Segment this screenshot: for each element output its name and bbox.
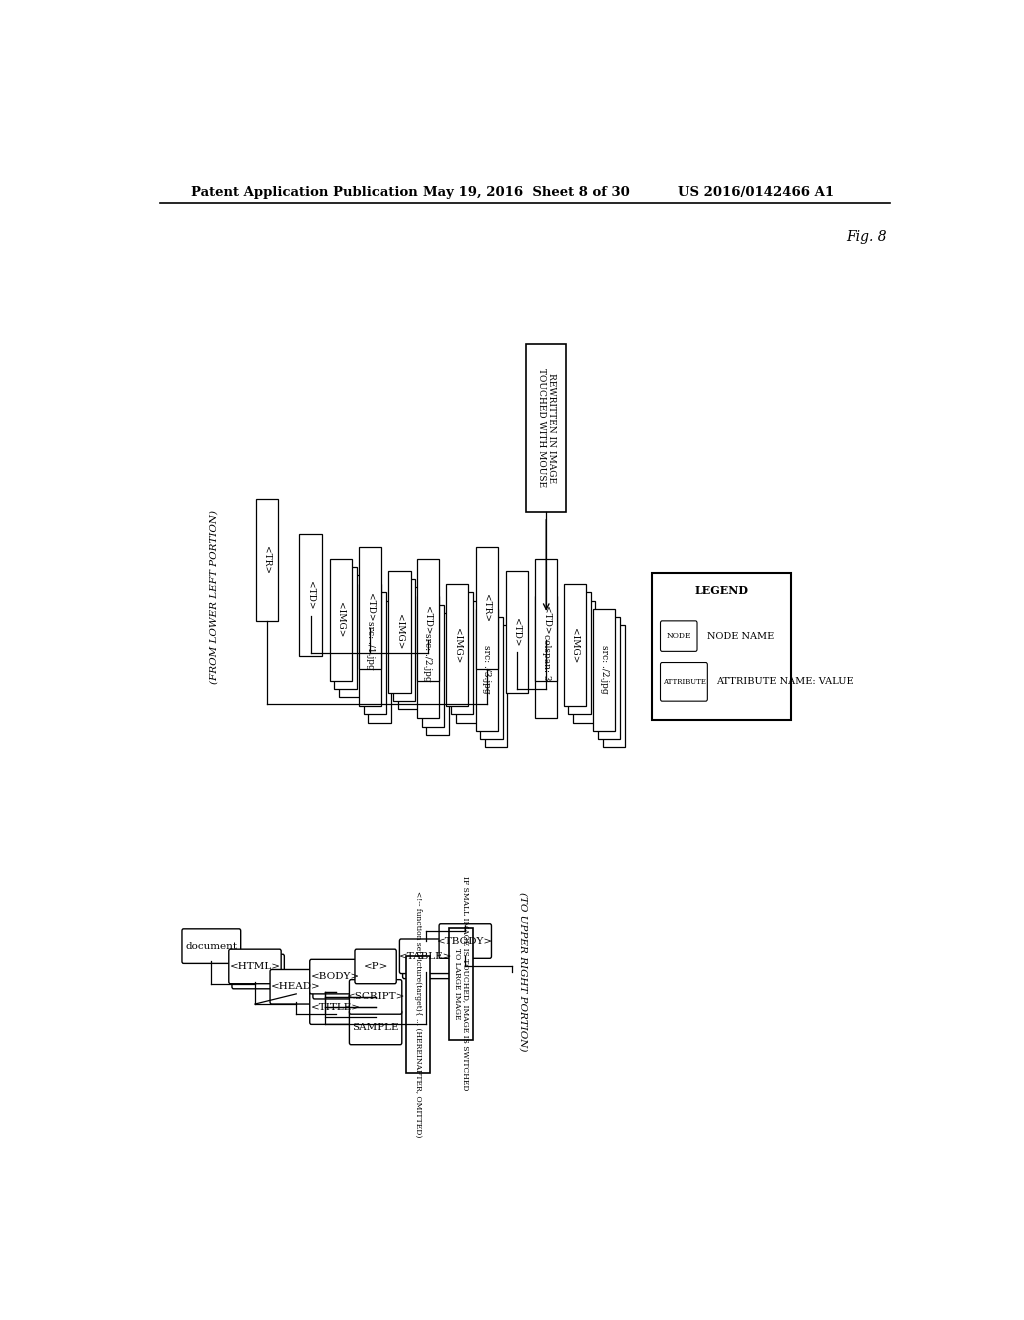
Bar [475, 609, 498, 731]
FancyBboxPatch shape [402, 944, 455, 978]
Bar [339, 576, 361, 697]
Bar [573, 601, 595, 722]
FancyBboxPatch shape [349, 979, 401, 1014]
Bar [359, 546, 381, 669]
FancyBboxPatch shape [660, 663, 708, 701]
Bar [299, 535, 322, 656]
Text: REWRITTEN IN IMAGE
TOUCHED WITH MOUSE: REWRITTEN IN IMAGE TOUCHED WITH MOUSE [537, 368, 556, 487]
Bar [456, 601, 478, 722]
FancyBboxPatch shape [228, 949, 282, 983]
Text: ATTRIBUTE NAME: VALUE: ATTRIBUTE NAME: VALUE [716, 677, 854, 686]
Bar [417, 558, 439, 681]
Bar [480, 616, 503, 739]
Text: <TD>: <TD> [512, 618, 521, 647]
Text: <IMG>: <IMG> [570, 627, 580, 663]
Bar [593, 609, 615, 731]
FancyBboxPatch shape [313, 965, 366, 999]
FancyBboxPatch shape [309, 990, 362, 1024]
Bar [475, 546, 498, 669]
Text: <TD>: <TD> [306, 581, 315, 610]
Text: <TD>: <TD> [542, 606, 551, 634]
Bar [526, 345, 566, 512]
Bar [450, 928, 473, 1040]
Text: <IMG>: <IMG> [395, 614, 403, 649]
Text: Fig. 8: Fig. 8 [846, 230, 887, 244]
Text: <IMG>: <IMG> [336, 602, 345, 638]
Text: <TBODY>: <TBODY> [437, 936, 494, 945]
Text: document: document [185, 941, 238, 950]
Text: ATTRIBUTE: ATTRIBUTE [663, 678, 706, 686]
Text: (TO UPPER RIGHT PORTION): (TO UPPER RIGHT PORTION) [519, 892, 527, 1051]
Bar [397, 587, 420, 709]
Text: <!-- function setPicture(target){ ... (HEREINAFTER, OMITTED): <!-- function setPicture(target){ ... (H… [414, 891, 422, 1138]
Text: <IMG>: <IMG> [453, 627, 462, 663]
Bar [359, 585, 381, 706]
Bar [388, 572, 411, 693]
Bar [393, 579, 416, 701]
Bar [406, 956, 430, 1073]
Text: <HTML>: <HTML> [229, 962, 281, 972]
Text: src: ./3.jpg: src: ./3.jpg [482, 645, 492, 694]
Bar [485, 624, 507, 747]
FancyBboxPatch shape [660, 620, 697, 651]
FancyBboxPatch shape [439, 924, 492, 958]
Bar [563, 585, 586, 706]
Bar [256, 499, 278, 620]
Text: LEGEND: LEGEND [694, 585, 749, 595]
FancyBboxPatch shape [232, 954, 285, 989]
Text: US 2016/0142466 A1: US 2016/0142466 A1 [678, 186, 835, 199]
Bar [334, 568, 356, 689]
Bar [568, 593, 591, 714]
Text: NODE NAME: NODE NAME [707, 631, 774, 640]
Bar [451, 593, 473, 714]
Text: <HEAD>: <HEAD> [271, 982, 322, 991]
Text: May 19, 2016  Sheet 8 of 30: May 19, 2016 Sheet 8 of 30 [423, 186, 630, 199]
Bar [536, 597, 557, 718]
FancyBboxPatch shape [270, 969, 323, 1005]
Bar [506, 572, 528, 693]
Text: <TR>: <TR> [482, 594, 492, 622]
Bar [446, 585, 468, 706]
FancyBboxPatch shape [182, 929, 241, 964]
Text: Patent Application Publication: Patent Application Publication [191, 186, 418, 199]
Text: src: ./1.jpg: src: ./1.jpg [366, 620, 375, 669]
Text: IF SMALL IMAGE IS TOUCHED, IMAGE IS SWITCHED
TO LARGE IMAGE: IF SMALL IMAGE IS TOUCHED, IMAGE IS SWIT… [453, 876, 470, 1090]
FancyBboxPatch shape [355, 949, 396, 983]
Bar [652, 573, 791, 719]
Text: colspan: 3: colspan: 3 [542, 634, 551, 681]
FancyBboxPatch shape [309, 960, 362, 994]
Bar [536, 558, 557, 681]
Text: <TR>: <TR> [262, 546, 271, 574]
Text: (FROM LOWER LEFT PORTION): (FROM LOWER LEFT PORTION) [209, 511, 218, 685]
Text: <TD>: <TD> [424, 606, 432, 634]
Text: <P>: <P> [364, 962, 388, 972]
Bar [369, 601, 391, 722]
Bar [417, 597, 439, 718]
Bar [364, 593, 386, 714]
FancyBboxPatch shape [349, 1010, 401, 1044]
Text: NODE: NODE [667, 632, 691, 640]
Text: <BODY>: <BODY> [311, 972, 360, 981]
Bar [422, 605, 443, 726]
Bar [598, 616, 621, 739]
Text: SAMPLE: SAMPLE [352, 1023, 399, 1032]
Text: <TITLE>: <TITLE> [311, 1003, 360, 1011]
Bar [426, 612, 449, 735]
Bar [330, 558, 352, 681]
FancyBboxPatch shape [399, 939, 452, 974]
Text: <TABLE>: <TABLE> [399, 952, 453, 961]
Text: <SCRIPT>: <SCRIPT> [346, 993, 404, 1002]
Text: <TD>: <TD> [366, 594, 375, 622]
Text: src: ./2.jpg: src: ./2.jpg [600, 645, 608, 694]
Text: src: ./2.jpg: src: ./2.jpg [424, 634, 432, 681]
Bar [602, 624, 625, 747]
